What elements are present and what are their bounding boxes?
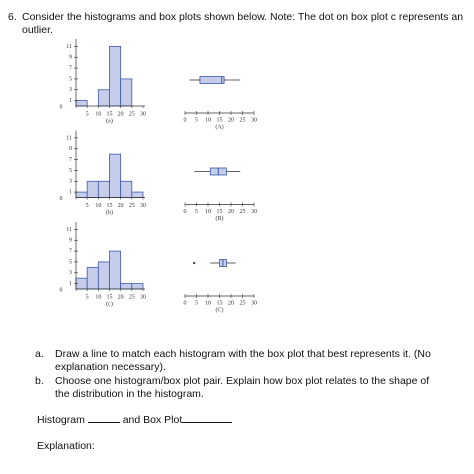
x-tick-label: 0	[184, 209, 187, 215]
x-tick-label: 20	[228, 117, 234, 123]
x-tick-label: 15	[107, 203, 113, 209]
x-tick-label: 0	[184, 300, 187, 306]
x-tick-label: 20	[228, 300, 234, 306]
x-tick-label: 10	[95, 203, 101, 209]
x-tick-label: 15	[217, 117, 223, 123]
y-tick-label: 11	[66, 227, 72, 233]
y-tick-label: 9	[69, 238, 72, 244]
y-tick-label: 7	[69, 248, 72, 254]
x-tick-label: 30	[251, 117, 257, 123]
y-tick-label: 3	[69, 179, 72, 185]
histogram-bar	[120, 78, 133, 107]
histogram-bar	[131, 283, 144, 290]
x-tick-label: 20	[118, 294, 124, 300]
x-tick-label: 5	[195, 300, 198, 306]
y-tick-label: 1	[69, 189, 72, 195]
x-tick-label: 20	[118, 203, 124, 209]
y-tick-label: 1	[69, 98, 72, 104]
outlier	[193, 261, 196, 265]
task-marker: a.	[35, 348, 44, 360]
x-tick-label: 30	[140, 203, 146, 209]
y-tick-label: 1	[69, 281, 72, 287]
x-tick-label: 10	[205, 117, 211, 123]
y-tick-label: 7	[69, 65, 72, 71]
histogram-bar	[86, 180, 99, 198]
x-tick-label: 25	[129, 111, 135, 117]
answer-box-plot: and Box Plot	[122, 414, 183, 426]
y-tick-label: 5	[69, 168, 72, 174]
x-tick-label: 15	[107, 294, 113, 300]
x-tick-label: 15	[107, 111, 113, 117]
histogram-label: (b)	[106, 209, 113, 216]
box	[199, 76, 225, 84]
blank	[182, 412, 233, 423]
x-tick-label: 10	[95, 294, 101, 300]
x-tick-label: 25	[240, 117, 246, 123]
histogram-bar	[109, 46, 122, 107]
x-tick-label: 25	[240, 300, 246, 306]
x-tick-label: 10	[205, 300, 211, 306]
histogram-bar	[86, 266, 99, 290]
x-tick-label: 5	[86, 111, 89, 117]
x-tick-label: 15	[217, 300, 223, 306]
box-plot-label: (B)	[216, 215, 224, 222]
histogram-bar	[109, 250, 122, 290]
blank	[87, 412, 120, 423]
x-tick-label: 30	[251, 209, 257, 215]
task-text: Choose one histogram/box plot pair. Expl…	[55, 375, 430, 400]
histogram-bar	[75, 191, 88, 198]
x-tick-label: 25	[129, 203, 135, 209]
histogram-label: (c)	[106, 300, 113, 307]
task-marker: b.	[35, 375, 44, 387]
x-tick-label: 0	[60, 104, 63, 110]
box-plot-label: (C)	[216, 306, 224, 313]
y-tick-label: 9	[69, 146, 72, 152]
question-text: Consider the histograms and box plots sh…	[22, 11, 464, 36]
x-tick-label: 0	[60, 196, 63, 202]
x-tick-label: 30	[140, 294, 146, 300]
x-tick-label: 5	[195, 209, 198, 215]
x-tick-label: 20	[228, 209, 234, 215]
explanation: Explanation:	[37, 440, 95, 452]
y-tick-label: 5	[69, 259, 72, 265]
answer-line: Histogram and Box Plot	[37, 412, 233, 427]
histogram-label: (a)	[106, 117, 113, 124]
histogram-bar	[75, 100, 88, 107]
histogram-bar	[131, 191, 144, 198]
x-tick-label: 10	[205, 209, 211, 215]
x-tick-label: 10	[95, 111, 101, 117]
x-tick-label: 0	[184, 117, 187, 123]
y-tick-label: 9	[69, 55, 72, 61]
x-tick-label: 5	[195, 117, 198, 123]
y-tick-label: 3	[69, 270, 72, 276]
question-number: 6.	[8, 11, 17, 23]
x-tick-label: 0	[60, 287, 63, 293]
x-tick-label: 25	[240, 209, 246, 215]
x-tick-label: 30	[140, 111, 146, 117]
task-text: Draw a line to match each histogram with…	[55, 348, 431, 373]
histogram-bar	[120, 283, 133, 290]
answer-histogram: Histogram	[37, 414, 85, 426]
x-tick-label: 30	[251, 300, 257, 306]
x-tick-label: 5	[86, 294, 89, 300]
x-tick-label: 25	[129, 294, 135, 300]
histogram-bar	[97, 89, 110, 107]
x-tick-label: 15	[217, 209, 223, 215]
box-plot-label: (A)	[215, 123, 223, 130]
histogram-bar	[97, 261, 110, 290]
histogram-bar	[97, 180, 110, 198]
y-tick-label: 7	[69, 157, 72, 163]
x-tick-label: 5	[86, 203, 89, 209]
y-tick-label: 5	[69, 76, 72, 82]
y-tick-label: 11	[66, 44, 72, 50]
histogram-bar	[120, 180, 133, 198]
x-tick-label: 20	[118, 111, 124, 117]
histogram-bar	[109, 153, 122, 198]
y-tick-label: 3	[69, 87, 72, 93]
y-tick-label: 11	[66, 135, 72, 141]
